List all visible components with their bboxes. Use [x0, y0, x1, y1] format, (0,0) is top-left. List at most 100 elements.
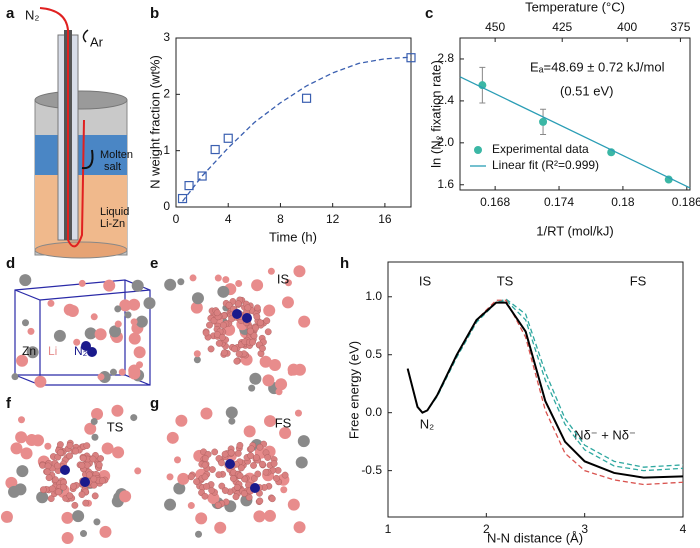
atom: [63, 303, 76, 316]
atom: [201, 492, 209, 500]
atom: [43, 468, 51, 476]
atom: [66, 492, 74, 500]
x2-tick-label: 375: [670, 20, 690, 34]
vessel-bottom: [34, 241, 128, 259]
atom: [256, 443, 264, 451]
atom: [275, 378, 288, 391]
atom: [270, 460, 278, 467]
atom: [166, 431, 179, 444]
atom: [208, 486, 216, 494]
atom: [259, 345, 266, 352]
annotation: (0.51 eV): [560, 83, 613, 98]
atom: [201, 455, 209, 462]
atom: [247, 452, 255, 460]
state-label: TS: [107, 419, 124, 434]
atom: [240, 490, 248, 497]
point: [177, 193, 188, 204]
gas-flow: [39, 7, 85, 248]
annotation: TS: [497, 273, 514, 288]
atom: [15, 431, 28, 444]
atom: [21, 319, 29, 327]
atom: [60, 483, 67, 491]
y-tick-label: 0.0: [365, 405, 382, 419]
atom: [70, 482, 77, 490]
annotation: IS: [419, 273, 432, 288]
point: [197, 171, 207, 181]
atom: [55, 488, 63, 496]
atom: [281, 296, 294, 309]
atom: [249, 338, 256, 346]
vessel-top: [34, 90, 128, 110]
atom: [207, 345, 215, 353]
atom: [297, 435, 310, 448]
atom: [51, 476, 59, 484]
atom: [98, 477, 106, 485]
atom: [195, 530, 203, 538]
atom: [251, 279, 264, 292]
atom: [193, 350, 201, 358]
atom: [246, 327, 254, 335]
atom: [134, 467, 142, 475]
atom: [177, 472, 190, 485]
atom: [112, 446, 125, 459]
atom: [218, 482, 226, 490]
y-tick-label: 0: [163, 199, 170, 213]
legend-marker: [474, 146, 482, 154]
y-tick-label: 2.4: [437, 93, 454, 107]
atom: [295, 456, 308, 469]
atom: [39, 486, 47, 494]
atom: [203, 483, 210, 490]
point: [301, 93, 312, 103]
atom: [8, 485, 21, 498]
atom: [90, 481, 98, 489]
y-axis-label: ln (N₂ fixation rate): [428, 60, 443, 168]
atom: [53, 329, 66, 342]
point: [664, 175, 673, 184]
atom: [164, 498, 177, 511]
atom: [250, 462, 257, 469]
atom: [130, 414, 138, 422]
atom: [256, 319, 264, 327]
x2-tick-label: 450: [485, 20, 505, 34]
atom: [214, 274, 222, 282]
atom: [83, 442, 91, 450]
atom: [253, 510, 266, 523]
atom: [220, 349, 228, 357]
x-axis-label: Time (h): [269, 229, 317, 244]
atom: [252, 324, 260, 332]
atom: [17, 416, 25, 424]
atom: [103, 279, 116, 292]
x-tick-label: 0.18: [611, 195, 635, 209]
atom: [228, 315, 236, 323]
atom: [201, 473, 209, 481]
x2-tick-label: 400: [617, 20, 637, 34]
atom: [244, 304, 252, 312]
atom: [259, 355, 272, 368]
atom: [190, 301, 203, 314]
point: [210, 144, 220, 155]
atom: [293, 521, 306, 534]
panel-label: d: [6, 255, 15, 272]
series-line: [182, 56, 412, 202]
legend-label: Linear fit (R²=0.999): [492, 158, 599, 172]
atom: [232, 493, 240, 501]
atom: [191, 292, 204, 305]
atom: [221, 450, 229, 458]
x-tick-label: 2: [483, 522, 490, 536]
atom: [80, 530, 88, 538]
panel-label: a: [6, 5, 15, 22]
ar-arrow: [82, 29, 89, 43]
atom: [195, 512, 208, 525]
atom: [66, 441, 74, 449]
y-tick-label: 2: [163, 87, 170, 101]
atom: [99, 525, 112, 538]
atom: [78, 279, 86, 287]
atom: [57, 449, 64, 456]
atom: [263, 304, 276, 317]
atom: [227, 449, 235, 457]
atom: [280, 486, 288, 494]
atom-label: Li: [48, 344, 57, 358]
point: [223, 133, 233, 143]
atom: [84, 422, 97, 435]
